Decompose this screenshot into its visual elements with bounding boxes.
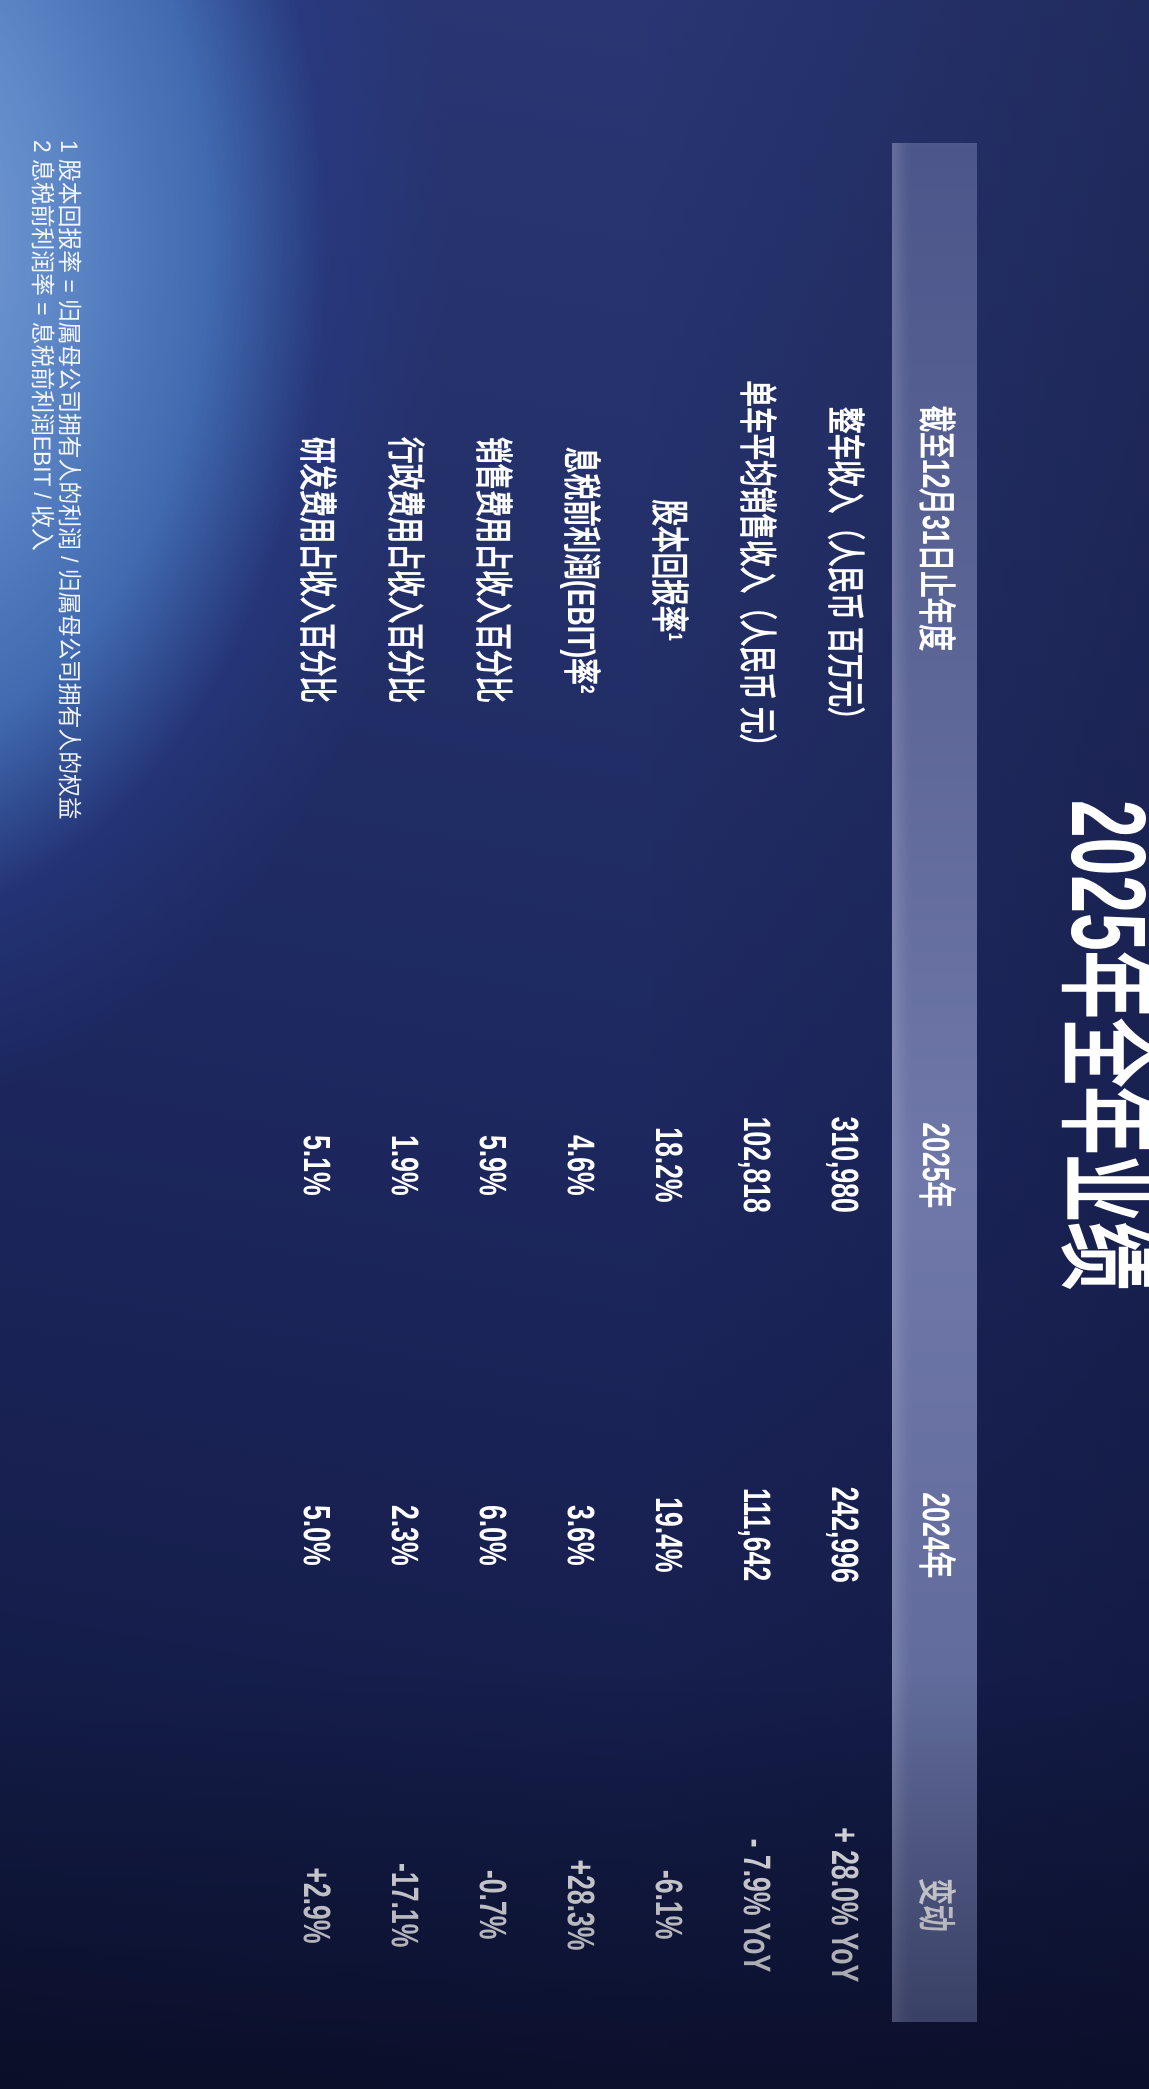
value-2024-text: 2.3%	[383, 1504, 425, 1566]
footnote-1-text: 1 股本回报率 = 归属母公司拥有人的利润 / 归属母公司拥有人的权益	[55, 140, 82, 820]
footnote-2: 2 息税前利润率 = 息税前利润EBIT / 收入	[26, 140, 56, 572]
row-label-text: 整车收入（人民币 百万元）	[823, 406, 865, 734]
value-change: -6.1%	[638, 1715, 698, 2089]
header-2025: 2025年	[892, 965, 977, 1365]
value-change-text: -17.1%	[383, 1862, 425, 1948]
value-2024-text: 19.4%	[647, 1497, 689, 1573]
value-2024: 242,996	[814, 1335, 874, 1735]
value-2024-text: 111,642	[735, 1488, 777, 1582]
value-2024: 6.0%	[462, 1335, 522, 1735]
value-change: -0.7%	[462, 1715, 522, 2089]
row-label: 研发费用占收入百分比	[286, 170, 346, 970]
header-change: 变动	[892, 1715, 977, 2089]
value-change-text: -0.7%	[471, 1870, 513, 1940]
header-change-text: 变动	[914, 1878, 956, 1932]
value-change: -17.1%	[374, 1715, 434, 2089]
row-label: 股本回报率¹	[638, 170, 698, 970]
value-2025-text: 4.6%	[559, 1134, 601, 1196]
value-2025: 1.9%	[374, 965, 434, 1365]
row-label: 销售费用占收入百分比	[462, 170, 522, 970]
header-2025-text: 2025年	[914, 1122, 956, 1208]
page-title-text: 2025年全年业绩	[1049, 799, 1149, 1290]
value-change-text: +28.3%	[559, 1859, 601, 1951]
row-label-text: 销售费用占收入百分比	[471, 436, 513, 703]
value-2025: 102,818	[726, 965, 786, 1365]
footnote-1: 1 股本回报率 = 归属母公司拥有人的利润 / 归属母公司拥有人的权益	[53, 140, 83, 855]
value-change: +2.9%	[286, 1715, 346, 2089]
row-label-text: 研发费用占收入百分比	[295, 436, 337, 703]
row-label-text: 息税前利润(EBIT)率²	[559, 446, 601, 694]
value-2025-text: 102,818	[735, 1116, 777, 1214]
value-2025: 310,980	[814, 965, 874, 1365]
value-2024: 2.3%	[374, 1335, 434, 1735]
row-label: 整车收入（人民币 百万元）	[814, 170, 874, 970]
value-change: - 7.9% YoY	[726, 1715, 786, 2089]
value-2025: 5.9%	[462, 965, 522, 1365]
header-period-text: 截至12月31日止年度	[914, 405, 956, 651]
row-label: 行政费用占收入百分比	[374, 170, 434, 970]
value-2024-text: 242,996	[823, 1486, 865, 1584]
value-2025-text: 1.9%	[383, 1134, 425, 1196]
row-label-text: 行政费用占收入百分比	[383, 436, 425, 703]
value-2024: 111,642	[726, 1335, 786, 1735]
value-2025-text: 18.2%	[647, 1127, 689, 1203]
value-2025: 4.6%	[550, 965, 610, 1365]
value-change: + 28.0% YoY	[814, 1715, 874, 2089]
value-2024: 3.6%	[550, 1335, 610, 1735]
value-2025-text: 5.1%	[295, 1134, 337, 1196]
header-2024: 2024年	[892, 1335, 977, 1735]
header-2024-text: 2024年	[914, 1492, 956, 1578]
value-change-text: +2.9%	[295, 1866, 337, 1944]
value-2024-text: 3.6%	[559, 1504, 601, 1566]
value-2025-text: 5.9%	[471, 1134, 513, 1196]
row-label-text: 股本回报率¹	[647, 499, 689, 641]
value-2025: 5.1%	[286, 965, 346, 1365]
row-label-text: 单车平均销售收入（人民币 元）	[735, 380, 777, 760]
value-2024: 5.0%	[286, 1335, 346, 1735]
footnote-2-text: 2 息税前利润率 = 息税前利润EBIT / 收入	[28, 140, 55, 551]
page-title: 2025年全年业绩	[1043, 0, 1149, 2089]
value-change-text: -6.1%	[647, 1870, 689, 1940]
value-2024: 19.4%	[638, 1335, 698, 1735]
value-2024-text: 6.0%	[471, 1504, 513, 1566]
row-label: 息税前利润(EBIT)率²	[550, 170, 610, 970]
value-2025-text: 310,980	[823, 1116, 865, 1214]
value-change-text: - 7.9% YoY	[735, 1838, 777, 1972]
value-2024-text: 5.0%	[295, 1504, 337, 1566]
row-label: 单车平均销售收入（人民币 元）	[726, 170, 786, 970]
value-change: +28.3%	[550, 1715, 610, 2089]
value-2025: 18.2%	[638, 965, 698, 1365]
header-period: 截至12月31日止年度	[892, 228, 977, 828]
value-change-text: + 28.0% YoY	[823, 1827, 865, 1983]
